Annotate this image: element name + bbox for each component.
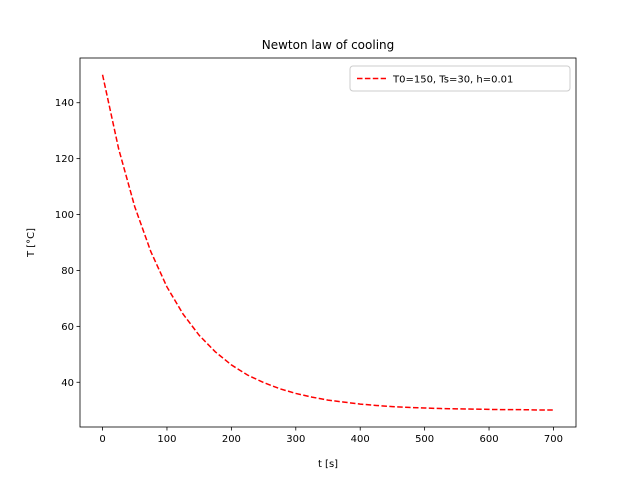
series-line-0 xyxy=(101,74,554,411)
y-tick-label: 80 xyxy=(61,266,74,277)
legend-label: T0=150, Ts=30, h=0.01 xyxy=(392,75,513,86)
y-axis: 40 60 80 100 120 140 xyxy=(55,98,80,389)
y-tick-label: 100 xyxy=(55,210,74,221)
legend: T0=150, Ts=30, h=0.01 xyxy=(349,65,571,92)
x-tick-label: 300 xyxy=(286,434,305,445)
axes-frame xyxy=(79,57,577,428)
y-tick-label: 60 xyxy=(61,322,74,333)
x-tick-label: 0 xyxy=(99,434,105,445)
y-tick-label: 120 xyxy=(55,154,74,165)
x-tick-label: 400 xyxy=(351,434,370,445)
y-tick-label: 140 xyxy=(55,98,74,109)
x-tick-label: 600 xyxy=(479,434,498,445)
chart-title: Newton law of cooling xyxy=(262,38,395,52)
x-tick-label: 700 xyxy=(544,434,563,445)
x-axis: 0 100 200 300 400 500 600 700 xyxy=(99,427,563,445)
plot-area xyxy=(79,57,577,428)
x-tick-label: 500 xyxy=(415,434,434,445)
x-tick-label: 200 xyxy=(222,434,241,445)
x-tick-label: 100 xyxy=(157,434,176,445)
x-axis-label: t [s] xyxy=(318,459,338,470)
y-axis-label: T [°C] xyxy=(26,228,37,258)
y-tick-label: 40 xyxy=(61,378,74,389)
legend-box xyxy=(349,65,571,92)
